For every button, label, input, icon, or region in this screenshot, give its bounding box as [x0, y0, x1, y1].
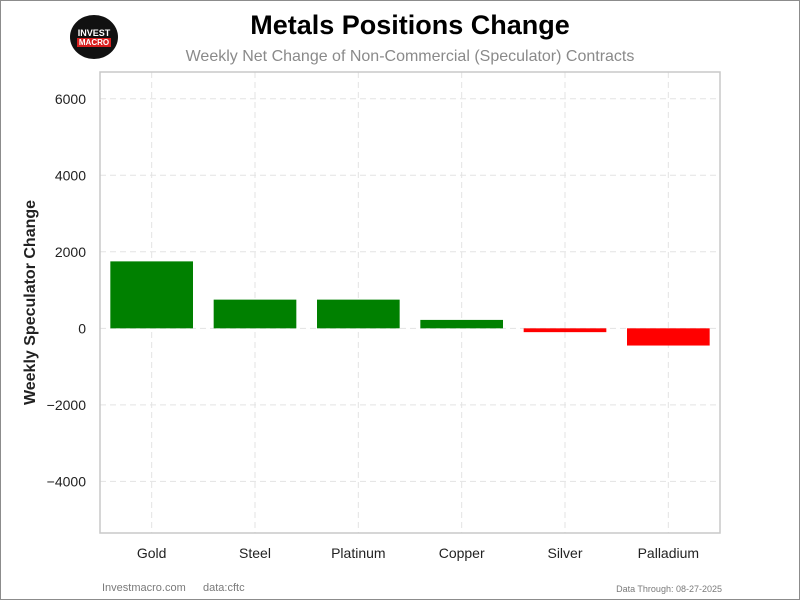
bar-platinum: [317, 299, 400, 329]
plot-area: [100, 72, 720, 533]
x-tick-label: Silver: [547, 545, 582, 561]
y-axis-label: Weekly Speculator Change: [22, 200, 39, 405]
bar-gold: [110, 261, 193, 329]
x-tick-label: Platinum: [331, 545, 385, 561]
bar-steel: [213, 299, 297, 329]
x-tick-label: Steel: [239, 545, 271, 561]
x-tick-label: Copper: [439, 545, 485, 561]
footer-source: data:cftc: [203, 582, 245, 594]
plot-border: [99, 71, 721, 534]
y-tick-label: 2000: [55, 244, 86, 260]
bar-copper: [420, 319, 503, 329]
chart-title: Metals Positions Change: [250, 10, 570, 40]
footer-data-through: Data Through: 08-27-2025: [616, 584, 722, 594]
y-tick-label: 6000: [55, 91, 86, 107]
logo-text-macro: MACRO: [76, 37, 112, 47]
footer-site: Investmacro.com: [102, 582, 186, 594]
bar-silver: [523, 328, 607, 333]
bar-palladium: [627, 328, 710, 346]
logo-text-invest: INVEST: [77, 27, 111, 38]
x-tick-label: Gold: [137, 545, 167, 561]
chart-subtitle: Weekly Net Change of Non-Commercial (Spe…: [185, 48, 635, 65]
y-tick-label: 4000: [55, 167, 86, 183]
y-tick-label: −2000: [47, 397, 87, 413]
investmacro-logo: INVEST MACRO: [70, 15, 118, 59]
y-tick-label: −4000: [47, 473, 87, 489]
x-tick-label: Palladium: [638, 545, 699, 561]
y-tick-label: 0: [78, 320, 86, 336]
